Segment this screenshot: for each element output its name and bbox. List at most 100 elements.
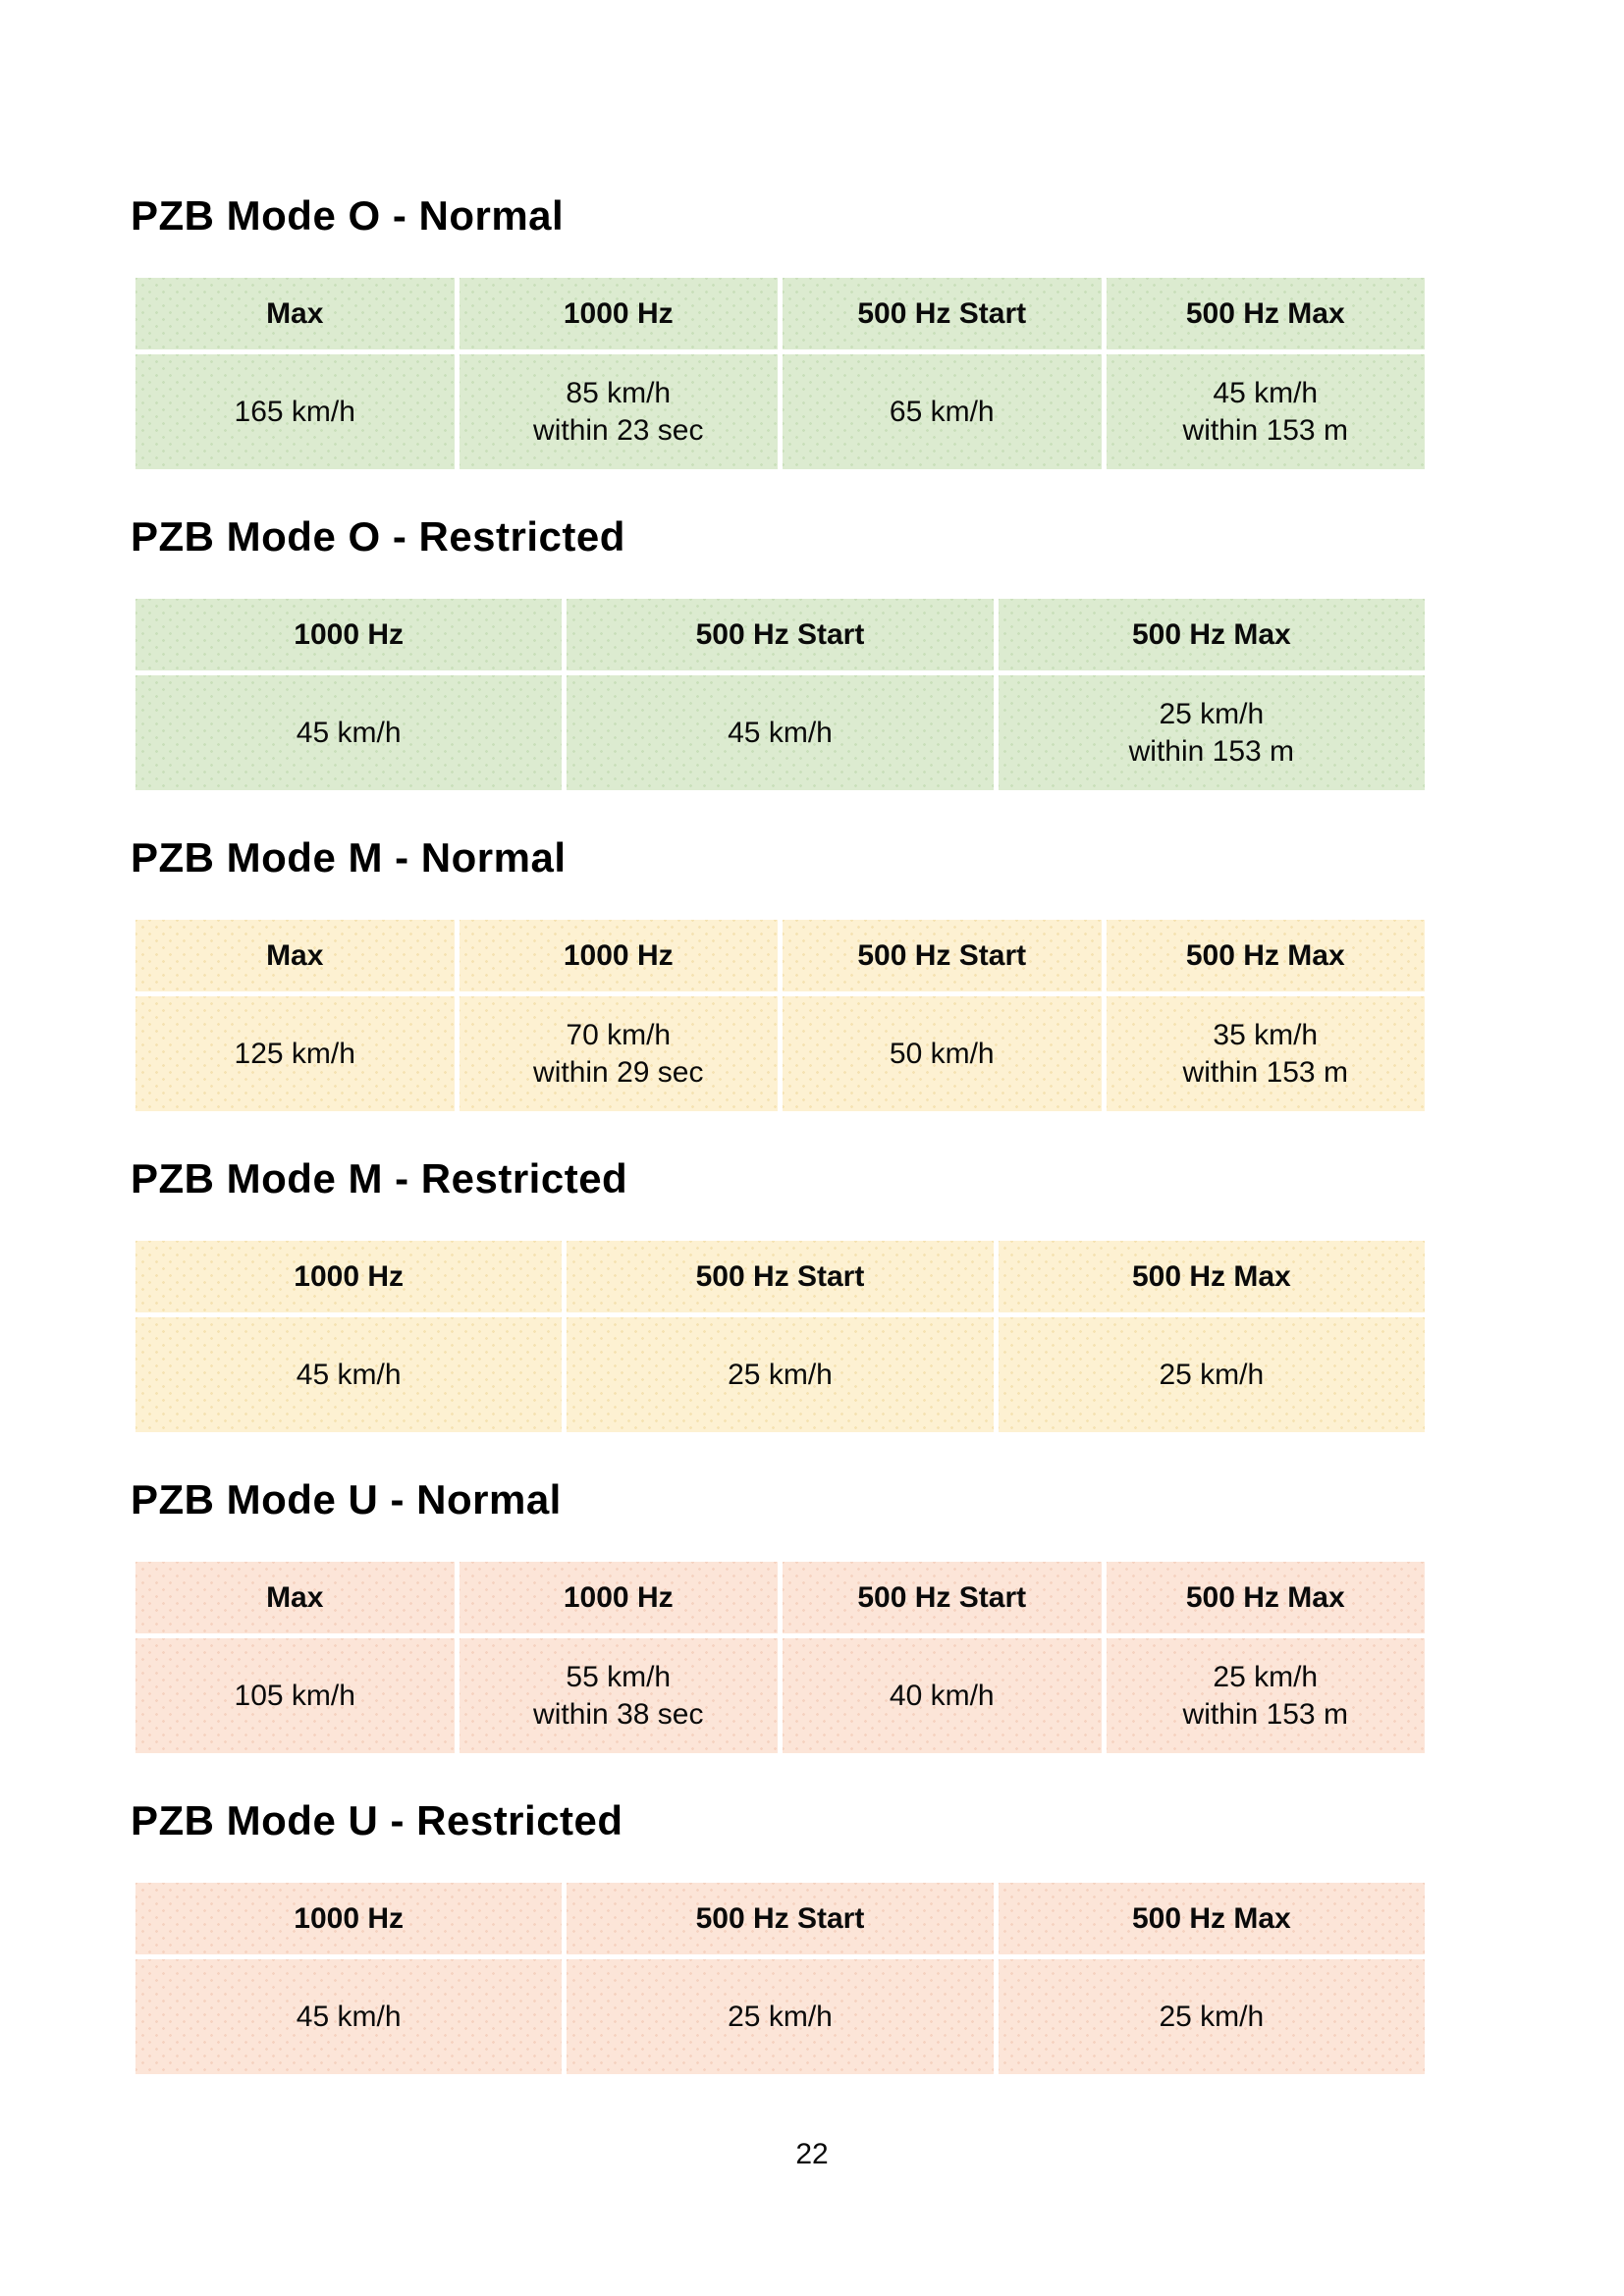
cell-line: 45 km/h <box>296 2000 402 2033</box>
header-cell: 500 Hz Max <box>993 594 1431 675</box>
header-cell: 1000 Hz <box>130 1236 568 1317</box>
cell-line: 45 km/h <box>1213 376 1319 409</box>
cell-line: 25 km/h <box>1159 697 1265 730</box>
cell-line: 65 km/h <box>889 395 995 428</box>
header-cell: 500 Hz Start <box>778 1557 1107 1638</box>
data-cell: 25 km/h <box>562 1312 999 1437</box>
cell-line: 105 km/h <box>234 1679 355 1712</box>
data-row: 105 km/h 55 km/h within 38 sec 40 km/h 25 km… <box>131 1633 1430 1758</box>
data-cell: 50 km/h <box>778 991 1107 1116</box>
data-cell: 70 km/h within 29 sec <box>454 991 783 1116</box>
cell-line: 70 km/h <box>566 1018 672 1051</box>
data-cell: 25 km/h within 153 m <box>993 670 1431 795</box>
cell-line: 50 km/h <box>889 1037 995 1070</box>
page-number: 22 <box>795 2138 829 2170</box>
mode-section: PZB Mode O - Restricted 1000 Hz 500 Hz St… <box>130 513 1431 795</box>
header-cell: 1000 Hz <box>454 1557 783 1638</box>
cell-line: 25 km/h <box>1159 2000 1265 2033</box>
cell-line: 45 km/h <box>296 1358 402 1391</box>
section-title: PZB Mode O - Normal <box>131 192 565 239</box>
cell-line: within 153 m <box>1182 413 1348 447</box>
data-row: 45 km/h 45 km/h 25 km/h within 153 m <box>130 670 1431 795</box>
data-row: 125 km/h 70 km/h within 29 sec 50 km/h 35 km… <box>131 991 1430 1116</box>
data-cell: 25 km/h <box>993 1312 1431 1437</box>
section-title: PZB Mode U - Restricted <box>131 1797 623 1843</box>
header-cell: 500 Hz Start <box>562 1236 999 1317</box>
section-title: PZB Mode U - Normal <box>131 1476 562 1522</box>
cell-line: 25 km/h <box>1213 1660 1319 1693</box>
header-cell: Max <box>131 915 460 996</box>
mode-table: Max 1000 Hz 500 Hz Start 500 Hz Max 105 km/… <box>131 1557 1430 1758</box>
header-cell: 1000 Hz <box>454 273 783 354</box>
header-row: Max 1000 Hz 500 Hz Start 500 Hz Max <box>131 273 1430 354</box>
header-cell: 500 Hz Max <box>993 1236 1431 1317</box>
header-cell: 500 Hz Start <box>562 594 999 675</box>
header-cell: 1000 Hz <box>454 915 783 996</box>
header-cell: 1000 Hz <box>130 594 568 675</box>
data-cell: 45 km/h <box>130 1954 568 2079</box>
mode-section: PZB Mode O - Normal Max 1000 Hz 500 Hz Sta… <box>131 192 1430 474</box>
mode-table: 1000 Hz 500 Hz Start 500 Hz Max 45 km/h 25 … <box>130 1236 1431 1437</box>
data-cell: 25 km/h within 153 m <box>1101 1633 1430 1758</box>
cell-line: within 153 m <box>1128 734 1295 768</box>
header-cell: 500 Hz Max <box>1101 915 1430 996</box>
cell-line: 55 km/h <box>566 1660 672 1693</box>
cell-line: 25 km/h <box>728 1358 833 1391</box>
mode-table: 1000 Hz 500 Hz Start 500 Hz Max 45 km/h 45 … <box>130 594 1431 795</box>
sections: PZB Mode O - Normal Max 1000 Hz 500 Hz Sta… <box>130 192 1431 2118</box>
data-cell: 45 km/h <box>130 1312 568 1437</box>
data-cell: 125 km/h <box>131 991 460 1116</box>
header-cell: 500 Hz Start <box>778 915 1107 996</box>
cell-line: 25 km/h <box>728 2000 833 2033</box>
data-cell: 35 km/h within 153 m <box>1101 991 1430 1116</box>
cell-line: within 38 sec <box>533 1697 704 1731</box>
cell-line: 35 km/h <box>1213 1018 1319 1051</box>
cell-line: within 153 m <box>1182 1697 1348 1731</box>
data-cell: 65 km/h <box>778 349 1107 474</box>
mode-table: Max 1000 Hz 500 Hz Start 500 Hz Max 125 km/… <box>131 915 1430 1116</box>
mode-section: PZB Mode U - Normal Max 1000 Hz 500 Hz Sta… <box>131 1476 1430 1758</box>
data-cell: 45 km/h within 153 m <box>1101 349 1430 474</box>
cell-line: 25 km/h <box>1159 1358 1265 1391</box>
mode-section: PZB Mode U - Restricted 1000 Hz 500 Hz St… <box>130 1797 1431 2079</box>
mode-table: 1000 Hz 500 Hz Start 500 Hz Max 45 km/h 25 … <box>130 1878 1431 2079</box>
data-row: 45 km/h 25 km/h 25 km/h <box>130 1312 1431 1437</box>
data-cell: 25 km/h <box>562 1954 999 2079</box>
mode-section: PZB Mode M - Restricted 1000 Hz 500 Hz St… <box>130 1155 1431 1437</box>
mode-section: PZB Mode M - Normal Max 1000 Hz 500 Hz Sta… <box>131 834 1430 1116</box>
cell-line: 45 km/h <box>296 716 402 749</box>
cell-line: 85 km/h <box>566 376 672 409</box>
header-cell: 500 Hz Start <box>778 273 1107 354</box>
data-cell: 45 km/h <box>130 670 568 795</box>
data-cell: 105 km/h <box>131 1633 460 1758</box>
cell-line: 45 km/h <box>728 716 833 749</box>
data-cell: 40 km/h <box>778 1633 1107 1758</box>
cell-line: 125 km/h <box>234 1037 355 1070</box>
data-cell: 165 km/h <box>131 349 460 474</box>
cell-line: 40 km/h <box>889 1679 995 1712</box>
header-row: 1000 Hz 500 Hz Start 500 Hz Max <box>130 1236 1431 1317</box>
data-cell: 45 km/h <box>562 670 999 795</box>
section-title: PZB Mode M - Restricted <box>131 1155 628 1201</box>
header-row: 1000 Hz 500 Hz Start 500 Hz Max <box>130 1878 1431 1959</box>
cell-line: 165 km/h <box>234 395 355 428</box>
section-title: PZB Mode M - Normal <box>131 834 567 881</box>
cell-line: within 23 sec <box>533 413 704 447</box>
data-cell: 25 km/h <box>993 1954 1431 2079</box>
header-cell: Max <box>131 1557 460 1638</box>
header-cell: 500 Hz Start <box>562 1878 999 1959</box>
cell-line: within 153 m <box>1182 1055 1348 1089</box>
header-cell: Max <box>131 273 460 354</box>
mode-table: Max 1000 Hz 500 Hz Start 500 Hz Max 165 km/… <box>131 273 1430 474</box>
header-row: Max 1000 Hz 500 Hz Start 500 Hz Max <box>131 915 1430 996</box>
data-row: 165 km/h 85 km/h within 23 sec 65 km/h 45 km… <box>131 349 1430 474</box>
header-row: 1000 Hz 500 Hz Start 500 Hz Max <box>130 594 1431 675</box>
header-row: Max 1000 Hz 500 Hz Start 500 Hz Max <box>131 1557 1430 1638</box>
header-cell: 500 Hz Max <box>1101 1557 1430 1638</box>
data-cell: 85 km/h within 23 sec <box>454 349 783 474</box>
header-cell: 1000 Hz <box>130 1878 568 1959</box>
section-title: PZB Mode O - Restricted <box>131 513 625 560</box>
cell-line: within 29 sec <box>533 1055 704 1089</box>
header-cell: 500 Hz Max <box>993 1878 1431 1959</box>
